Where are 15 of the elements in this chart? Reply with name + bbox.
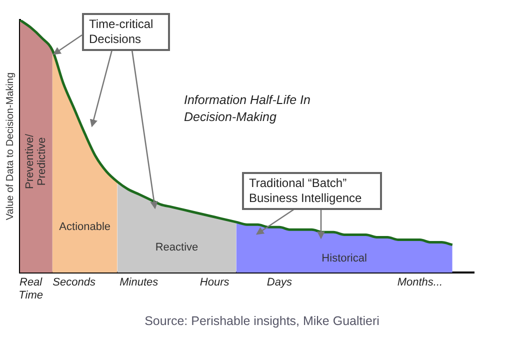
series-label: Actionable (59, 221, 111, 234)
x-tick-label: Real Time (18, 276, 43, 302)
x-tick-label: Months... (397, 276, 443, 288)
source-note: Source: Perishable insights, Mike Gualtieri (144, 314, 380, 328)
series-label: Historical (322, 252, 367, 265)
x-tick-label: Days (266, 276, 292, 288)
series-label: Preventive/Predictive (24, 133, 48, 189)
annotation: Traditional “Batch” Business Intelligence (242, 172, 382, 210)
x-tick-label: Seconds (52, 276, 96, 288)
annotation: Time-critical Decisions (82, 13, 170, 51)
annotation: Information Half-Life In Decision-Making (184, 92, 312, 126)
x-tick-label: Minutes (120, 276, 159, 288)
series-label: Reactive (155, 241, 198, 254)
x-tick-label: Hours (200, 276, 230, 288)
y-axis-title: Value of Data to Decision-Making (4, 72, 16, 220)
